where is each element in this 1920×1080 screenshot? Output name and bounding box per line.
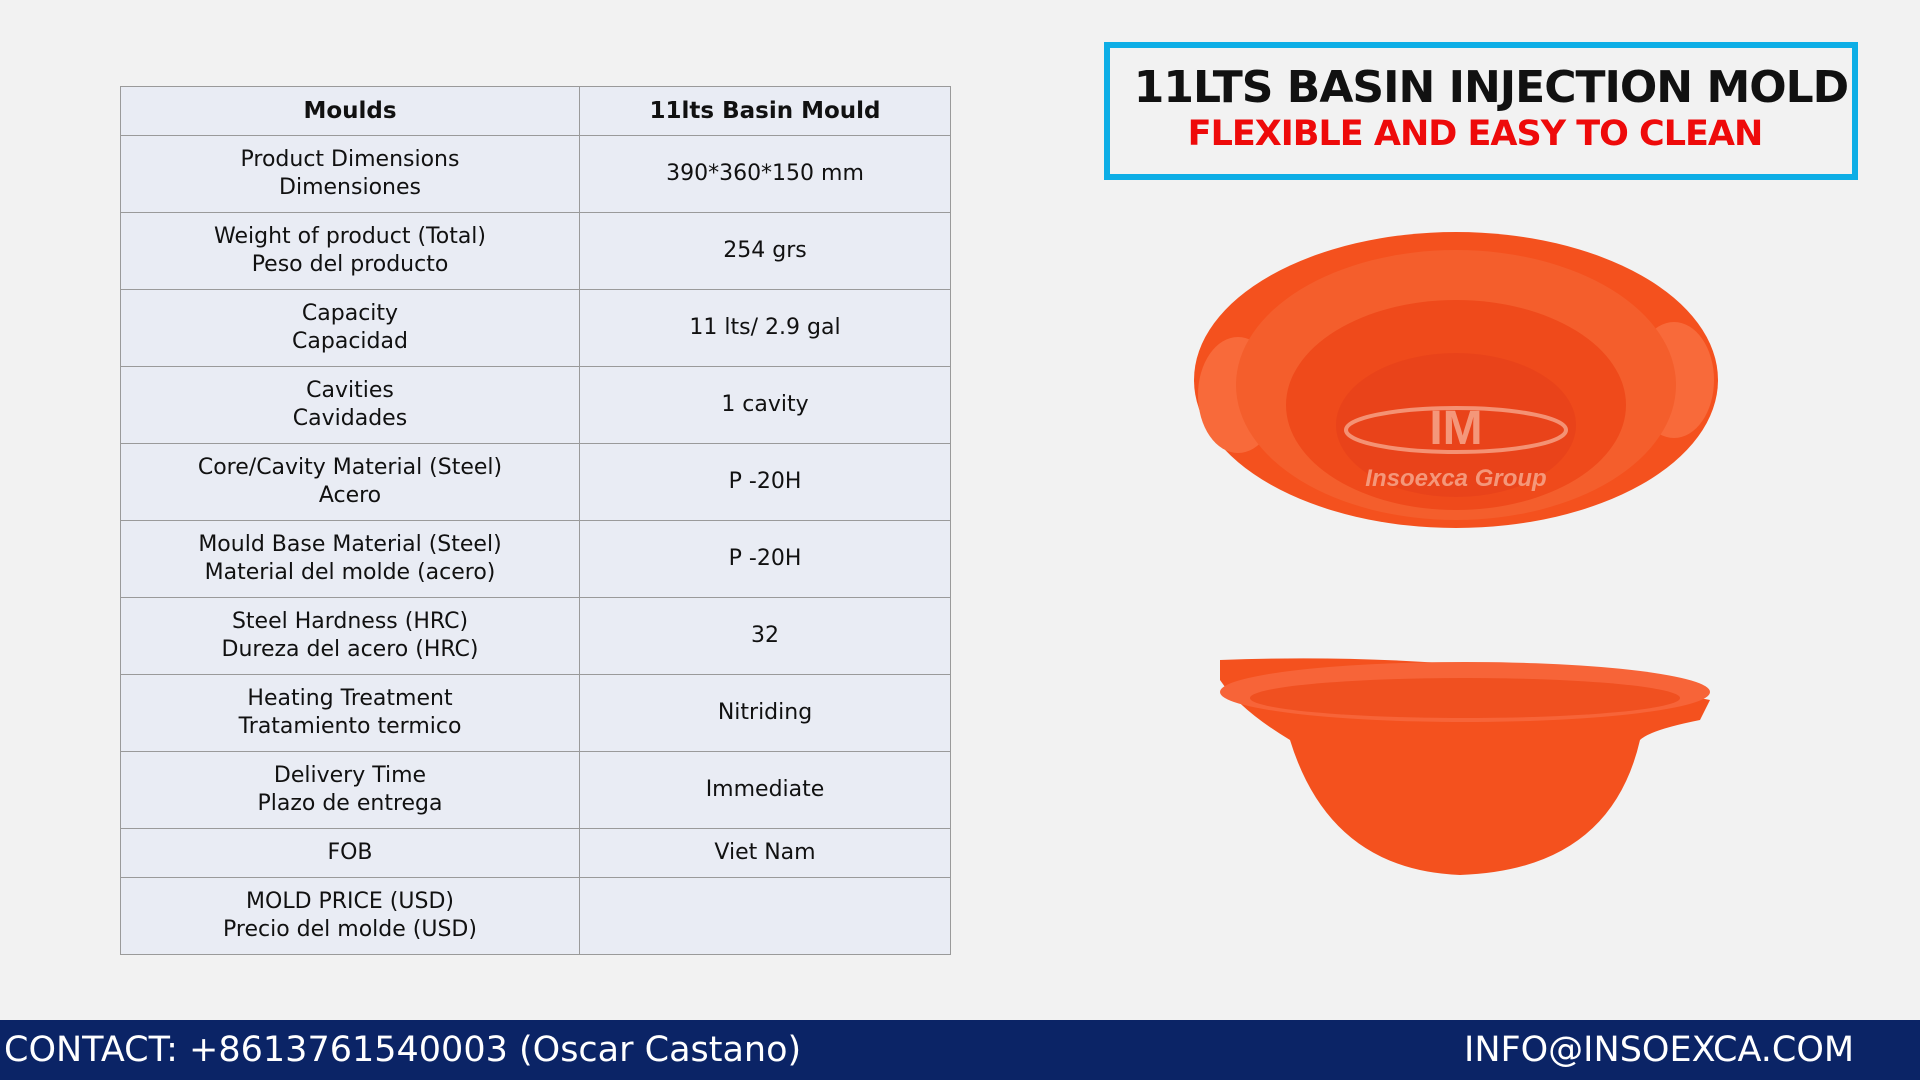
label-spanish: Dimensiones [279, 175, 421, 200]
table-row: Heating Treatment Tratamiento termico Nitr… [120, 674, 951, 752]
row-value: 11 lts/ 2.9 gal [579, 289, 951, 367]
watermark-logo: IM [1429, 402, 1482, 455]
label-spanish: Cavidades [292, 406, 408, 431]
row-value: P -20H [579, 443, 951, 521]
row-label: FOB [120, 828, 580, 878]
label-spanish: Peso del producto [251, 252, 449, 277]
label-spanish: Capacidad [292, 329, 408, 354]
label-english: Cavities [306, 378, 394, 403]
label-english: Heating Treatment [247, 686, 453, 711]
header-cell: 11lts Basin Mould [579, 86, 951, 136]
label-english: Capacity [301, 301, 399, 326]
row-value: 32 [579, 597, 951, 675]
table-row: Core/Cavity Material (Steel) Acero P -20H [120, 443, 951, 521]
table-row: Mould Base Material (Steel) Material del … [120, 520, 951, 598]
row-label: Weight of product (Total) Peso del produc… [120, 212, 580, 290]
label-spanish: Plazo de entrega [257, 791, 443, 816]
table-row: FOB Viet Nam [120, 828, 951, 878]
row-value: 1 cavity [579, 366, 951, 444]
row-label: Steel Hardness (HRC) Dureza del acero (HR… [120, 597, 580, 675]
label-english: Weight of product (Total) [214, 224, 486, 249]
label-spanish: Precio del molde (USD) [223, 917, 477, 942]
table-row: Product Dimensions Dimensiones 390*360*150… [120, 135, 951, 213]
label-english: Delivery Time [273, 763, 427, 788]
table-row: Steel Hardness (HRC) Dureza del acero (HR… [120, 597, 951, 675]
table-row: MOLD PRICE (USD) Precio del molde (USD) [120, 877, 951, 955]
label-english: Product Dimensions [240, 147, 460, 172]
label-english: MOLD PRICE (USD) [246, 889, 454, 914]
row-label: Capacity Capacidad [120, 289, 580, 367]
table-header-row: Moulds 11lts Basin Mould [120, 86, 951, 136]
product-image-basin: IM Insoexca Group [1194, 232, 1718, 875]
table-row: Cavities Cavidades 1 cavity [120, 366, 951, 444]
label-spanish: Acero [318, 483, 382, 508]
label-spanish: Material del molde (acero) [204, 560, 496, 585]
page-subtitle: FLEXIBLE AND EASY TO CLEAN [1187, 114, 1764, 154]
row-label: Delivery Time Plazo de entrega [120, 751, 580, 829]
row-value [579, 877, 951, 955]
row-label: Core/Cavity Material (Steel) Acero [120, 443, 580, 521]
row-value: 390*360*150 mm [579, 135, 951, 213]
footer-bar: CONTACT: +8613761540003 (Oscar Castano) … [0, 1020, 1920, 1080]
label-english: Core/Cavity Material (Steel) [197, 455, 503, 480]
row-label: Mould Base Material (Steel) Material del … [120, 520, 580, 598]
spec-table: Moulds 11lts Basin Mould Product Dimensi… [120, 86, 951, 955]
contact-phone: CONTACT: +8613761540003 (Oscar Castano) [4, 1030, 802, 1070]
row-value: Immediate [579, 751, 951, 829]
page-title: 11LTS BASIN INJECTION MOLD [1133, 62, 1849, 113]
table-row: Weight of product (Total) Peso del produc… [120, 212, 951, 290]
title-box: 11LTS BASIN INJECTION MOLD FLEXIBLE AND … [1104, 42, 1858, 180]
table-row: Delivery Time Plazo de entrega Immediate [120, 751, 951, 829]
row-label: Product Dimensions Dimensiones [120, 135, 580, 213]
label-english: Mould Base Material (Steel) [198, 532, 502, 557]
label-english: Steel Hardness (HRC) [231, 609, 469, 634]
label-english: FOB [327, 840, 373, 865]
contact-email[interactable]: INFO@INSOEXCA.COM [1464, 1030, 1855, 1070]
label-spanish: Tratamiento termico [238, 714, 462, 739]
row-label: Cavities Cavidades [120, 366, 580, 444]
row-value: P -20H [579, 520, 951, 598]
row-label: Heating Treatment Tratamiento termico [120, 674, 580, 752]
row-value: 254 grs [579, 212, 951, 290]
table-row: Capacity Capacidad 11 lts/ 2.9 gal [120, 289, 951, 367]
label-spanish: Dureza del acero (HRC) [221, 637, 479, 662]
watermark-text: Insoexca Group [1365, 465, 1546, 492]
header-cell: Moulds [120, 86, 580, 136]
row-value: Nitriding [579, 674, 951, 752]
row-label: MOLD PRICE (USD) Precio del molde (USD) [120, 877, 580, 955]
row-value: Viet Nam [579, 828, 951, 878]
